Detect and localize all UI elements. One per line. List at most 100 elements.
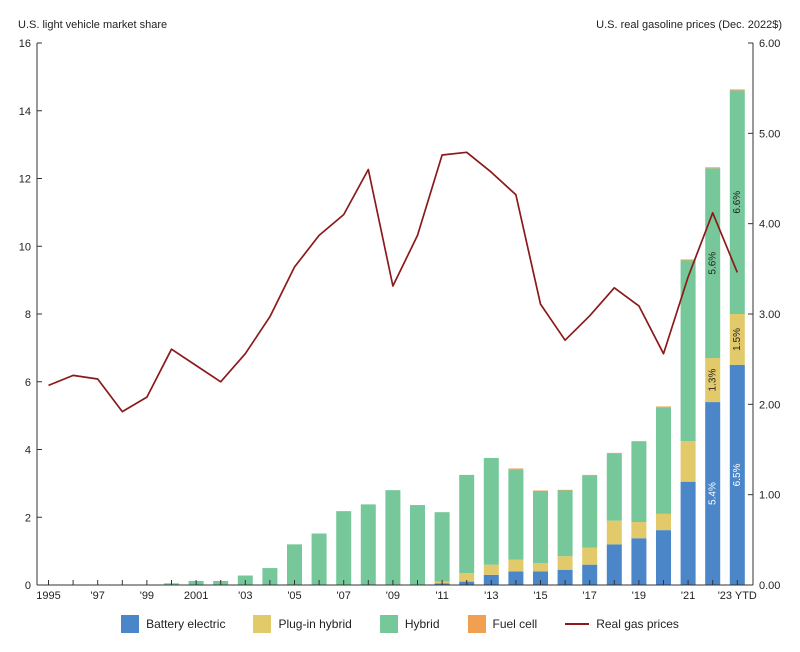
bar-plug-in-hybrid-2021 bbox=[680, 441, 696, 482]
left-tick-label-4: 4 bbox=[25, 445, 31, 457]
x-tick-label-2019: '19 bbox=[632, 590, 646, 600]
bar-plug-in-hybrid-2014 bbox=[508, 559, 524, 572]
chart: U.S. light vehicle market share U.S. rea… bbox=[18, 19, 782, 600]
bar-hybrid-2013 bbox=[483, 457, 499, 565]
bar-battery-electric-2017 bbox=[582, 564, 598, 585]
bar-label-4: 1.5% bbox=[732, 328, 743, 351]
bar-battery-electric-2014 bbox=[508, 571, 524, 585]
right-tick-label-4-00: 4.00 bbox=[759, 219, 780, 231]
x-tick-label-2013: '13 bbox=[484, 590, 498, 600]
bar-plug-in-hybrid-2022 bbox=[705, 358, 721, 403]
bars bbox=[164, 89, 745, 585]
x-tick-label-2003: '03 bbox=[238, 590, 252, 600]
bar-hybrid-2022 bbox=[705, 168, 721, 359]
right-axis-title: U.S. real gasoline prices (Dec. 2022$) bbox=[596, 19, 782, 31]
bar-labels: 5.4% 1.3% 5.6% 6.5% 1.5% 6.6% bbox=[707, 191, 743, 505]
legend-swatch-battery-electric bbox=[121, 615, 140, 633]
bar-hybrid-2012 bbox=[459, 474, 475, 574]
bar-battery-electric-2013 bbox=[483, 574, 499, 585]
legend-label-battery-electric: Battery electric bbox=[146, 617, 226, 631]
bar-fuel-cell-2014 bbox=[508, 468, 524, 470]
bar-plug-in-hybrid-2020 bbox=[656, 513, 671, 531]
bar-label-0: 5.4% bbox=[707, 482, 718, 505]
x-tick-label-2009: '09 bbox=[386, 590, 400, 600]
legend-label-real-gas-prices: Real gas prices bbox=[596, 617, 679, 631]
legend-swatch-hybrid bbox=[379, 615, 398, 633]
bar-fuel-cell-2015 bbox=[533, 490, 548, 492]
bar-hybrid-2005 bbox=[287, 544, 302, 585]
legend-label-plug-in-hybrid: Plug-in hybrid bbox=[278, 617, 352, 631]
bar-hybrid-2020 bbox=[656, 407, 671, 514]
bar-hybrid-2011 bbox=[434, 512, 450, 582]
x-tick-label-2017: '17 bbox=[583, 590, 597, 600]
legend-label-hybrid: Hybrid bbox=[404, 617, 440, 631]
right-tick-label-2-00: 2.00 bbox=[759, 399, 780, 411]
bar-hybrid-2014 bbox=[508, 469, 524, 560]
bar-battery-electric-2020 bbox=[656, 530, 671, 585]
left-tick-label-6: 6 bbox=[25, 377, 31, 389]
bar-hybrid-2004 bbox=[262, 568, 278, 585]
bar-plug-in-hybrid-2015 bbox=[533, 562, 548, 572]
bar-label-2: 5.6% bbox=[707, 252, 718, 275]
legend-label-fuel-cell: Fuel cell bbox=[492, 617, 538, 631]
bar-fuel-cell-2021 bbox=[680, 259, 696, 261]
right-tick-label-0-00: 0.00 bbox=[759, 580, 780, 592]
bar-battery-electric-2018 bbox=[606, 544, 622, 585]
x-tick-label-1999: '99 bbox=[140, 590, 154, 600]
right-tick-label-3-00: 3.00 bbox=[759, 309, 780, 321]
legend-item-real-gas-prices: Real gas prices bbox=[565, 617, 679, 631]
right-tick-label-5-00: 5.00 bbox=[759, 128, 780, 140]
bar-fuel-cell-2017 bbox=[582, 474, 598, 476]
x-tick-label-1997: '97 bbox=[91, 590, 105, 600]
bar-hybrid-2008 bbox=[360, 504, 376, 585]
bar-hybrid-2018 bbox=[606, 453, 622, 521]
bar-battery-electric-2021 bbox=[680, 481, 696, 585]
left-tick-label-12: 12 bbox=[19, 174, 31, 186]
legend-item-battery-electric: Battery electric bbox=[121, 615, 225, 633]
left-tick-label-0: 0 bbox=[25, 580, 31, 592]
gas-price-line-layer bbox=[48, 151, 739, 413]
bar-hybrid-2016 bbox=[557, 490, 573, 557]
left-tick-label-16: 16 bbox=[19, 38, 31, 50]
x-tick-label-2023-ytd: '23 YTD bbox=[718, 590, 757, 600]
bar-hybrid-2021 bbox=[680, 260, 696, 442]
left-tick-label-14: 14 bbox=[19, 106, 31, 118]
x-tick-label-2007: '07 bbox=[337, 590, 351, 600]
bar-hybrid-2010 bbox=[410, 505, 425, 585]
x-tick-label-2015: '15 bbox=[533, 590, 547, 600]
bar-fuel-cell-2020 bbox=[656, 406, 671, 408]
right-tick-label-6-00: 6.00 bbox=[759, 38, 780, 50]
legend-item-plug-in-hybrid: Plug-in hybrid bbox=[253, 615, 352, 633]
bar-hybrid-2017 bbox=[582, 475, 598, 548]
legend-swatch-real-gas-prices bbox=[565, 623, 590, 625]
bar-battery-electric-2023-ytd bbox=[729, 364, 745, 585]
x-tick-label-1995: 1995 bbox=[36, 590, 60, 600]
bar-hybrid-2006 bbox=[311, 533, 327, 585]
bar-battery-electric-2019 bbox=[631, 538, 647, 585]
bar-plug-in-hybrid-2018 bbox=[606, 520, 622, 545]
bar-hybrid-2023-ytd bbox=[729, 90, 745, 314]
axes: 0 2 4 6 8 10 12 14 16 0.00 1.00 2.00 3.00 4.00 5.00 6.0… bbox=[19, 38, 781, 600]
bar-plug-in-hybrid-2019 bbox=[631, 521, 647, 539]
bar-hybrid-2007 bbox=[336, 511, 352, 585]
x-tick-label-2001: 2001 bbox=[184, 590, 208, 600]
bar-fuel-cell-2018 bbox=[606, 452, 622, 454]
bar-plug-in-hybrid-2013 bbox=[483, 564, 499, 575]
bar-hybrid-2009 bbox=[385, 490, 401, 585]
x-tick-label-2011: '11 bbox=[435, 590, 449, 600]
left-axis-title: U.S. light vehicle market share bbox=[18, 19, 167, 31]
legend-item-hybrid: Hybrid bbox=[379, 615, 440, 633]
bar-fuel-cell-2022 bbox=[705, 167, 721, 169]
x-tick-label-2005: '05 bbox=[287, 590, 301, 600]
left-tick-label-10: 10 bbox=[19, 241, 31, 253]
bar-plug-in-hybrid-2017 bbox=[582, 547, 598, 565]
bar-battery-electric-2016 bbox=[557, 569, 573, 585]
bar-hybrid-2015 bbox=[533, 490, 548, 563]
x-tick-label-2021: '21 bbox=[681, 590, 695, 600]
real-gas-prices-line bbox=[48, 151, 739, 413]
bar-fuel-cell-2023-ytd bbox=[729, 89, 745, 91]
bar-label-5: 6.6% bbox=[732, 191, 743, 214]
right-tick-label-1-00: 1.00 bbox=[759, 490, 780, 502]
legend-item-fuel-cell: Fuel cell bbox=[467, 615, 538, 633]
bar-plug-in-hybrid-2023-ytd bbox=[729, 314, 745, 365]
